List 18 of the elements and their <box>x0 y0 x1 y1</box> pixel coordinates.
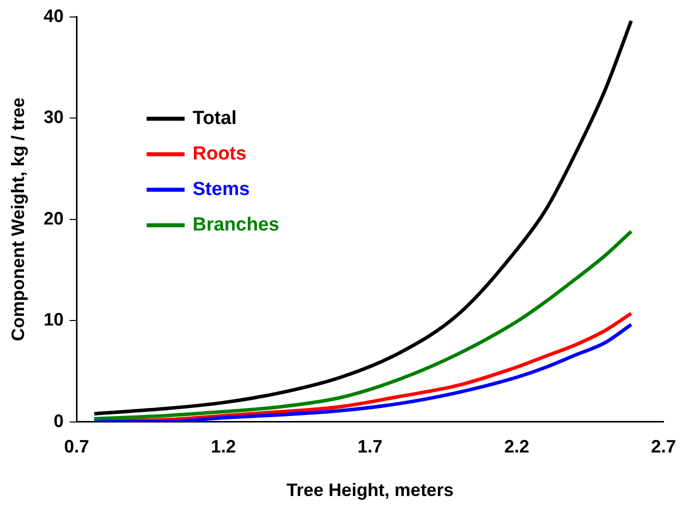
y-tick-label: 40 <box>44 6 64 26</box>
line-series <box>92 19 633 416</box>
y-tick-label: 20 <box>44 208 64 228</box>
y-tick-label: 0 <box>54 410 64 431</box>
line-series <box>92 230 633 421</box>
y-tick-label: 30 <box>44 107 64 128</box>
legend-label: Branches <box>192 214 280 236</box>
y-axis-title: Component Weight, kg / tree <box>8 97 28 342</box>
legend-label: Roots <box>192 144 246 165</box>
legend-label: Total <box>192 108 237 130</box>
x-axis-title: Tree Height, meters <box>286 480 454 500</box>
legend-label: Stems <box>192 179 250 200</box>
x-tick-label: 1.7 <box>358 436 383 457</box>
x-tick-label: 2.7 <box>650 436 676 457</box>
x-tick-label: 0.7 <box>64 436 90 457</box>
x-tick-label: 1.2 <box>210 436 236 457</box>
x-tick-label: 2.2 <box>504 436 530 457</box>
y-tick-label: 10 <box>44 310 64 330</box>
